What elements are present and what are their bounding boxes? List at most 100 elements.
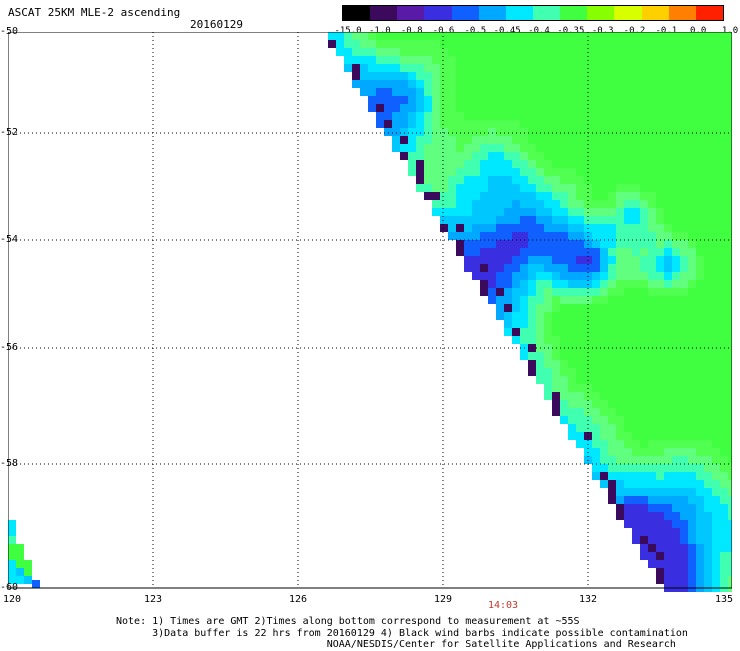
swath-cell: [704, 272, 712, 280]
swath-cell: [728, 504, 732, 512]
swath-cell: [392, 32, 400, 40]
swath-cell: [592, 32, 600, 40]
swath-cell: [480, 104, 488, 112]
swath-cell: [576, 296, 584, 304]
swath-cell: [464, 128, 472, 136]
swath-cell: [672, 320, 680, 328]
swath-cell: [728, 552, 732, 560]
swath-cell: [616, 96, 624, 104]
swath-cell: [592, 416, 600, 424]
swath-cell: [472, 200, 480, 208]
swath-cell: [664, 96, 672, 104]
swath-cell: [600, 208, 608, 216]
swath-cell: [672, 552, 680, 560]
swath-cell: [544, 304, 552, 312]
swath-cell: [720, 88, 728, 96]
swath-cell: [400, 144, 408, 152]
swath-cell: [552, 120, 560, 128]
swath-cell: [592, 288, 600, 296]
swath-cell: [496, 120, 504, 128]
swath-cell: [480, 32, 488, 40]
swath-cell: [496, 160, 504, 168]
swath-cell: [504, 96, 512, 104]
swath-cell: [704, 96, 712, 104]
swath-cell: [672, 424, 680, 432]
swath-cell: [592, 312, 600, 320]
swath-cell: [656, 368, 664, 376]
swath-time-label: 14:03: [488, 600, 518, 611]
colorbar-swatch: [614, 6, 641, 20]
swath-cell: [536, 152, 544, 160]
swath-cell: [592, 40, 600, 48]
swath-cell: [536, 96, 544, 104]
swath-cell: [536, 304, 544, 312]
swath-cell: [616, 184, 624, 192]
swath-cell: [616, 496, 624, 504]
swath-cell: [464, 112, 472, 120]
swath-cell: [608, 216, 616, 224]
swath-cell: [376, 48, 384, 56]
swath-cell: [704, 296, 712, 304]
swath-cell: [688, 136, 696, 144]
swath-cell: [616, 424, 624, 432]
swath-cell: [616, 208, 624, 216]
swath-cell: [536, 360, 544, 368]
swath-cell: [648, 256, 656, 264]
swath-cell: [608, 312, 616, 320]
swath-cell: [640, 176, 648, 184]
swath-cell: [680, 56, 688, 64]
swath-cell: [568, 208, 576, 216]
swath-cell: [536, 296, 544, 304]
swath-cell: [672, 272, 680, 280]
swath-cell: [512, 56, 520, 64]
swath-cell: [632, 192, 640, 200]
swath-cell: [728, 64, 732, 72]
colorbar-swatch: [343, 6, 370, 20]
swath-cell: [600, 192, 608, 200]
swath-cell: [624, 184, 632, 192]
swath-cell: [720, 200, 728, 208]
swath-cell: [672, 472, 680, 480]
swath-cell: [680, 40, 688, 48]
swath-cell: [456, 128, 464, 136]
swath-cell: [400, 72, 408, 80]
swath-cell: [632, 48, 640, 56]
swath-cell: [648, 160, 656, 168]
swath-cell: [536, 168, 544, 176]
swath-cell: [704, 352, 712, 360]
swath-cell: [632, 456, 640, 464]
swath-cell: [664, 248, 672, 256]
swath-cell: [576, 168, 584, 176]
swath-cell: [720, 568, 728, 576]
swath-cell: [704, 536, 712, 544]
swath-cell: [504, 224, 512, 232]
swath-cell: [592, 248, 600, 256]
swath-cell: [640, 328, 648, 336]
swath-cell: [488, 136, 496, 144]
swath-cell: [728, 304, 732, 312]
swath-cell: [592, 272, 600, 280]
swath-cell: [624, 88, 632, 96]
swath-cell: [592, 240, 600, 248]
swath-cell: [672, 80, 680, 88]
swath-cell: [728, 576, 732, 584]
swath-cell: [392, 128, 400, 136]
swath-cell: [648, 512, 656, 520]
swath-cell: [656, 88, 664, 96]
swath-cell: [424, 64, 432, 72]
swath-cell: [512, 312, 520, 320]
swath-cell: [576, 312, 584, 320]
longitude-label: 132: [579, 594, 597, 605]
swath-cell: [680, 248, 688, 256]
swath-cell: [728, 136, 732, 144]
swath-cell: [448, 192, 456, 200]
swath-cell: [648, 112, 656, 120]
swath-cell: [504, 200, 512, 208]
swath-cell: [648, 464, 656, 472]
swath-cell: [664, 240, 672, 248]
swath-cell: [616, 408, 624, 416]
swath-cell: [696, 568, 704, 576]
swath-cell: [16, 560, 24, 568]
swath-cell: [712, 56, 720, 64]
swath-cell: [680, 432, 688, 440]
